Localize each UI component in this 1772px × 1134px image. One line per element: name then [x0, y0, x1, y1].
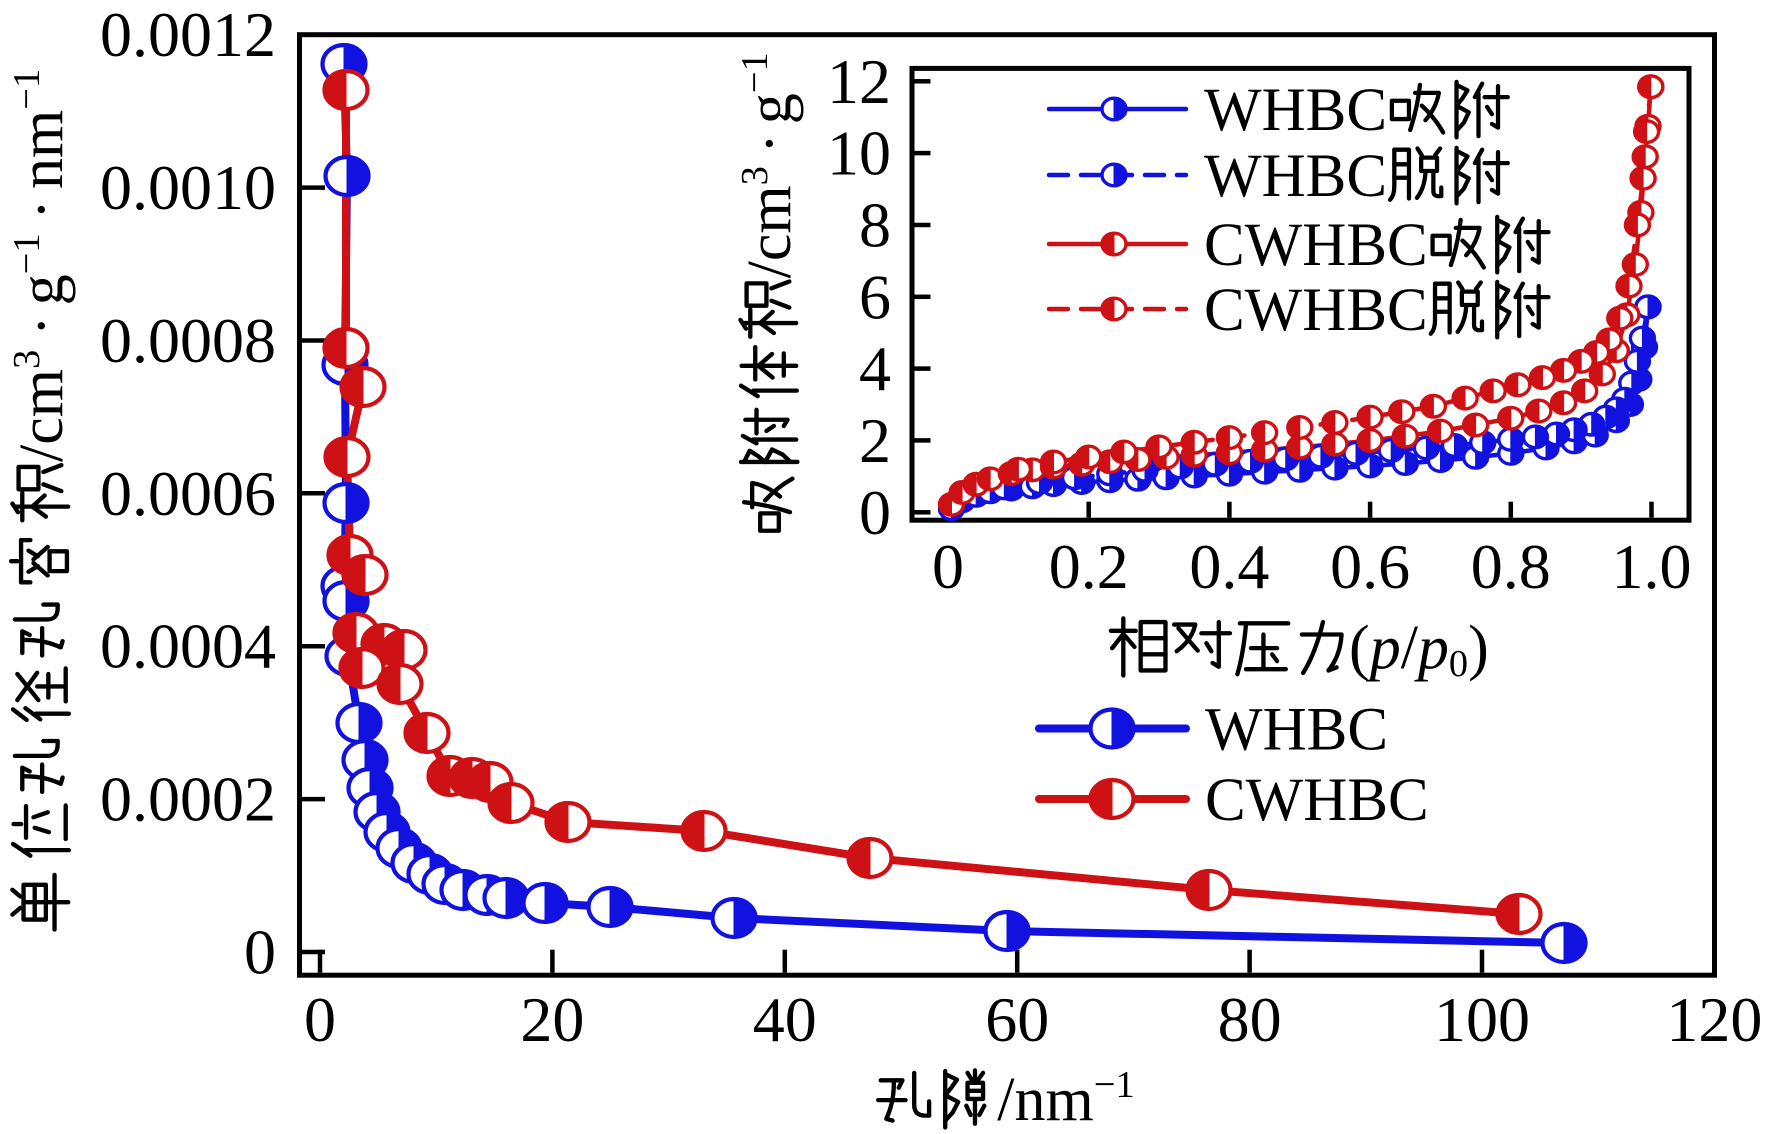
svg-text:·: · [8, 315, 76, 336]
svg-text:1.0: 1.0 [1612, 531, 1692, 602]
svg-text:0: 0 [859, 477, 891, 548]
svg-text:WHBC: WHBC [1204, 77, 1387, 144]
svg-text:/cm: /cm [8, 369, 76, 462]
svg-text:0.0008: 0.0008 [100, 305, 276, 376]
svg-text:CWHBC: CWHBC [1204, 277, 1428, 344]
svg-text:0.0012: 0.0012 [100, 0, 276, 70]
svg-text:/cm: /cm [736, 185, 804, 278]
svg-text:−1: −1 [6, 233, 48, 274]
svg-text:80: 80 [1218, 984, 1282, 1055]
svg-text:40: 40 [753, 984, 817, 1055]
svg-text:·: · [736, 133, 804, 154]
svg-text:·: · [8, 199, 76, 220]
svg-text:WHBC: WHBC [1205, 697, 1388, 764]
svg-text:0.6: 0.6 [1330, 531, 1410, 602]
svg-text:−1: −1 [6, 69, 48, 110]
svg-text:0.8: 0.8 [1471, 531, 1551, 602]
svg-text:CWHBC: CWHBC [1205, 767, 1429, 834]
svg-text:WHBC: WHBC [1204, 143, 1387, 210]
svg-text:p: p [1366, 614, 1401, 682]
svg-text:0.0002: 0.0002 [100, 764, 276, 835]
svg-text:0.4: 0.4 [1189, 531, 1269, 602]
svg-text:g: g [8, 274, 76, 305]
svg-text:0: 0 [1449, 643, 1468, 685]
svg-text:0: 0 [932, 531, 964, 602]
svg-text:−1: −1 [734, 52, 776, 93]
svg-text:(: ( [1349, 614, 1370, 682]
svg-text:10: 10 [827, 118, 891, 189]
svg-text:3: 3 [734, 166, 776, 185]
svg-text:0.0010: 0.0010 [100, 152, 276, 223]
svg-text:0.0006: 0.0006 [100, 458, 276, 529]
svg-text:8: 8 [859, 190, 891, 261]
svg-text:0: 0 [244, 917, 276, 988]
svg-text:p: p [1414, 614, 1449, 682]
svg-text:/: / [1401, 614, 1419, 682]
svg-text:60: 60 [985, 984, 1049, 1055]
svg-text:0.2: 0.2 [1049, 531, 1129, 602]
svg-text:2: 2 [859, 405, 891, 476]
svg-text:nm: nm [8, 110, 76, 189]
svg-text:4: 4 [859, 333, 891, 404]
svg-text:0: 0 [304, 984, 336, 1055]
svg-text:100: 100 [1434, 984, 1530, 1055]
svg-text:3: 3 [6, 350, 48, 369]
svg-text:0.0004: 0.0004 [100, 611, 276, 682]
svg-text:g: g [736, 93, 804, 124]
svg-text:−1: −1 [1094, 1064, 1135, 1106]
svg-text:6: 6 [859, 261, 891, 332]
svg-text:120: 120 [1666, 984, 1762, 1055]
svg-text:20: 20 [520, 984, 584, 1055]
svg-text:/nm: /nm [997, 1066, 1093, 1134]
svg-text:CWHBC: CWHBC [1204, 212, 1428, 279]
svg-text:12: 12 [827, 46, 891, 117]
svg-text:): ) [1468, 614, 1489, 682]
